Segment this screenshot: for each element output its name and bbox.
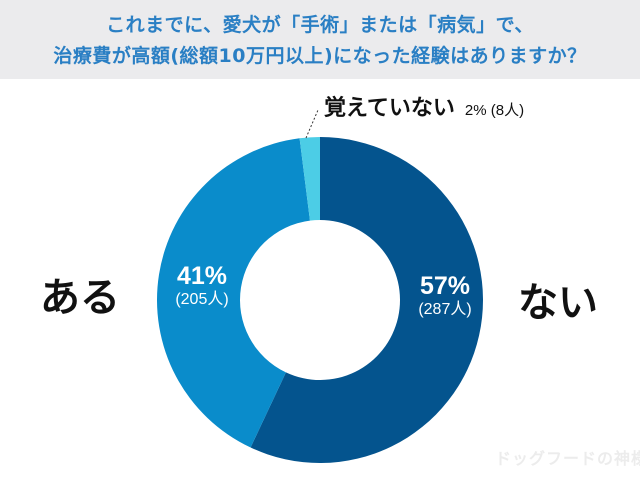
chart-title-line-1: これまでに、愛犬が「手術」または「病気」で、 — [106, 14, 534, 36]
callout-name: 覚えていない — [324, 96, 455, 121]
slice-count-no: (287人) — [418, 301, 472, 318]
watermark-logo: ドッグフードの神様 — [495, 449, 640, 468]
donut-slices — [156, 137, 483, 463]
slice-label-no: 57% (287人) — [400, 272, 490, 320]
category-label-yes: ある — [40, 275, 120, 321]
slice-count-yes: (205人) — [175, 291, 229, 308]
category-label-no: ない — [518, 280, 598, 326]
chart-title-line-2: 治療費が高額(総額10万円以上)になった経験はありますか？ — [53, 45, 587, 67]
callout-leader-line — [305, 109, 319, 139]
callout-dont-remember: 覚えていない 2% (8人) — [324, 90, 524, 122]
slice-label-yes: 41% (205人) — [157, 262, 247, 310]
callout-value: 2% (8人) — [464, 102, 525, 119]
donut-slice-0 — [250, 137, 483, 463]
title-banner: これまでに、愛犬が「手術」または「病気」で、 治療費が高額(総額10万円以上)に… — [0, 0, 640, 79]
donut-slice-2 — [299, 137, 320, 221]
slice-pct-no: 57% — [419, 272, 471, 300]
slice-pct-yes: 41% — [176, 262, 228, 290]
donut-slice-1 — [156, 138, 310, 448]
